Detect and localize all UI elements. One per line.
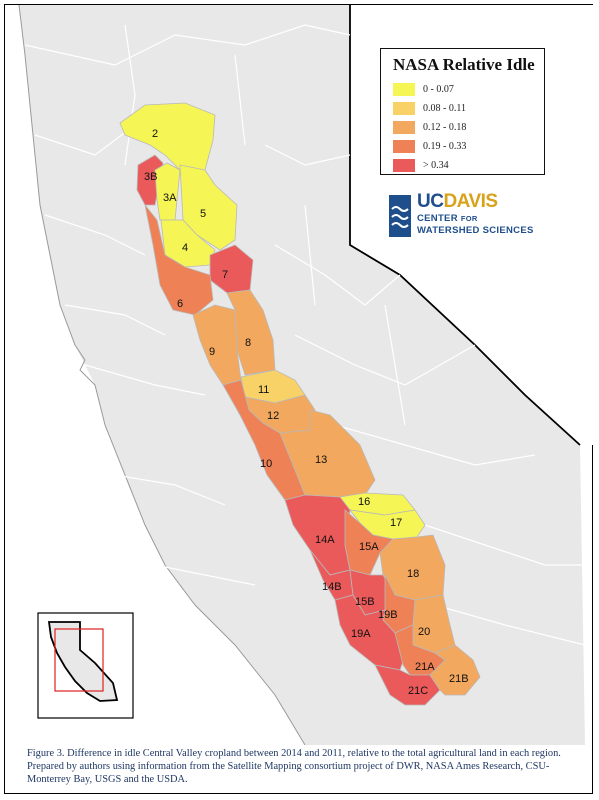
legend-title: NASA Relative Idle [393,55,535,74]
legend-swatch [393,121,415,134]
region-label-6: 6 [177,298,183,310]
county-lines [24,24,586,646]
legend-item: 0.12 - 0.18 [393,121,543,136]
region-label-15B: 15B [355,596,375,608]
region-6 [144,204,214,316]
region-label-7: 7 [222,269,228,281]
legend-item: 0.08 - 0.11 [393,102,543,117]
region-label-19B: 19B [378,609,398,621]
region-label-20: 20 [418,626,430,638]
region-label-16: 16 [358,496,370,508]
region-label-13: 13 [315,454,327,466]
region-label-5: 5 [200,208,206,220]
legend-label: > 0.34 [423,160,449,171]
logo-line-1: CENTER FOR [417,213,478,224]
logo-line-2: WATERSHED SCIENCES [417,225,534,236]
region-label-8: 8 [245,337,251,349]
region-label-21C: 21C [408,685,428,697]
legend-label: 0.12 - 0.18 [423,122,467,133]
map: 2 3B 3A 5 4 7 6 9 8 11 12 10 13 16 17 14… [18,5,594,745]
valley-regions [119,102,481,706]
legend-swatch [393,102,415,115]
inset-locator-map [37,612,134,719]
region-label-19A: 19A [351,628,371,640]
logo-wordmark: UCDAVIS [417,191,498,212]
region-labels: 2 3B 3A 5 4 7 6 9 8 11 12 10 13 16 17 14… [144,128,469,697]
region-label-10: 10 [260,458,272,470]
region-label-14B: 14B [322,581,342,593]
region-label-4: 4 [182,242,188,254]
legend-label: 0.19 - 0.33 [423,141,467,152]
region-label-15A: 15A [359,541,379,553]
region-label-12: 12 [267,410,279,422]
legend-item: > 0.34 [393,159,543,174]
region-label-17: 17 [390,517,402,529]
water-drop-icon [389,195,411,237]
region-label-3A: 3A [163,192,177,204]
legend-label: 0.08 - 0.11 [423,103,466,114]
legend: NASA Relative Idle 0 - 0.07 0.08 - 0.11 … [380,48,545,175]
figure-frame: 2 3B 3A 5 4 7 6 9 8 11 12 10 13 16 17 14… [4,4,594,794]
legend-swatch [393,83,415,96]
figure-caption: Figure 3. Difference in idle Central Val… [27,748,561,785]
legend-item: 0.19 - 0.33 [393,140,543,155]
region-label-11: 11 [258,384,269,396]
region-label-2: 2 [152,128,158,140]
region-label-3B: 3B [144,171,157,183]
region-label-21A: 21A [415,661,435,673]
legend-swatch [393,159,415,172]
coastline [18,5,306,745]
region-label-14A: 14A [315,534,335,546]
legend-label: 0 - 0.07 [423,84,454,95]
legend-swatch [393,140,415,153]
legend-item: 0 - 0.07 [393,83,543,98]
region-21B [429,644,481,696]
region-label-9: 9 [209,346,215,358]
region-label-18: 18 [407,568,419,580]
state-border [349,5,581,446]
ucdavis-logo: UCDAVIS CENTER FOR WATERSHED SCIENCES [387,191,547,239]
region-label-21B: 21B [449,673,469,685]
